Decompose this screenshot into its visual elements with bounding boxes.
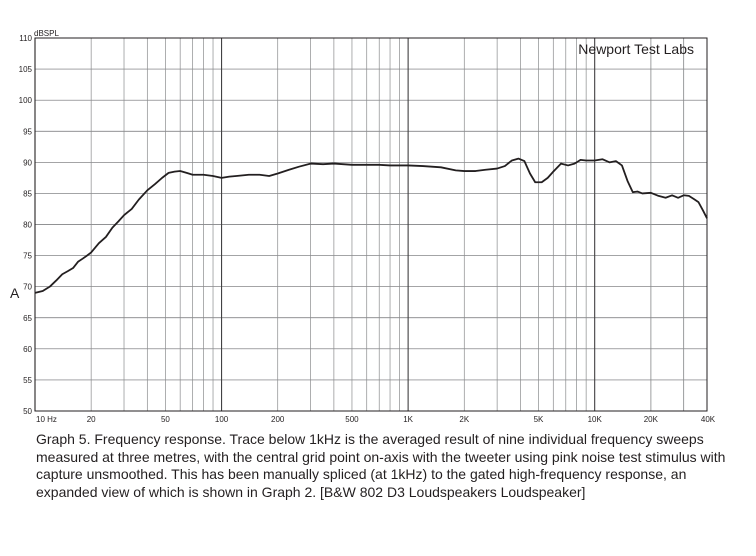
y-tick-label-105: 105	[19, 65, 33, 74]
y-tick-label-95: 95	[23, 127, 32, 136]
x-tick-label-1K: 1K	[403, 415, 413, 424]
side-marker-a: A	[10, 285, 20, 301]
y-tick-label-65: 65	[23, 314, 32, 323]
series-line-0	[34, 157, 708, 294]
x-tick-label-50: 50	[161, 415, 170, 424]
x-tick-label-20K: 20K	[644, 415, 659, 424]
x-tick-label-20: 20	[87, 415, 96, 424]
frequency-response-chart: 50 55 60 65 70 75 80 85 90 95 100 105 110 10 Hz 20 50 10…	[10, 29, 716, 424]
y-tick-label-100: 100	[19, 96, 33, 105]
plot-frame	[34, 37, 708, 412]
y-tick-label-90: 90	[23, 158, 32, 167]
x-tick-label-200: 200	[271, 415, 285, 424]
y-tick-label-50: 50	[23, 407, 32, 416]
x-tick-label-2K: 2K	[459, 415, 469, 424]
axis-tick-labels: 50 55 60 65 70 75 80 85 90 95 100 105 110 10 Hz 20 50 10…	[19, 34, 716, 424]
x-tick-label-10-Hz: 10 Hz	[36, 415, 57, 424]
chart-grid	[34, 37, 708, 412]
y-tick-label-85: 85	[23, 189, 32, 198]
figure-caption: Graph 5. Frequency response. Trace below…	[36, 431, 726, 500]
y-tick-label-70: 70	[23, 283, 32, 292]
y-axis-label: dBSPL	[34, 29, 59, 38]
y-tick-label-60: 60	[23, 345, 32, 354]
series-lines	[34, 157, 708, 294]
x-tick-label-100: 100	[215, 415, 229, 424]
x-tick-label-500: 500	[345, 415, 359, 424]
y-tick-label-55: 55	[23, 376, 32, 385]
y-tick-label-110: 110	[19, 34, 32, 43]
x-tick-label-5K: 5K	[534, 415, 544, 424]
x-tick-label-40K: 40K	[701, 415, 716, 424]
y-tick-label-75: 75	[23, 252, 32, 261]
y-tick-label-80: 80	[23, 221, 32, 230]
x-tick-label-10K: 10K	[588, 415, 603, 424]
watermark-newport-test-labs: Newport Test Labs	[578, 41, 694, 57]
